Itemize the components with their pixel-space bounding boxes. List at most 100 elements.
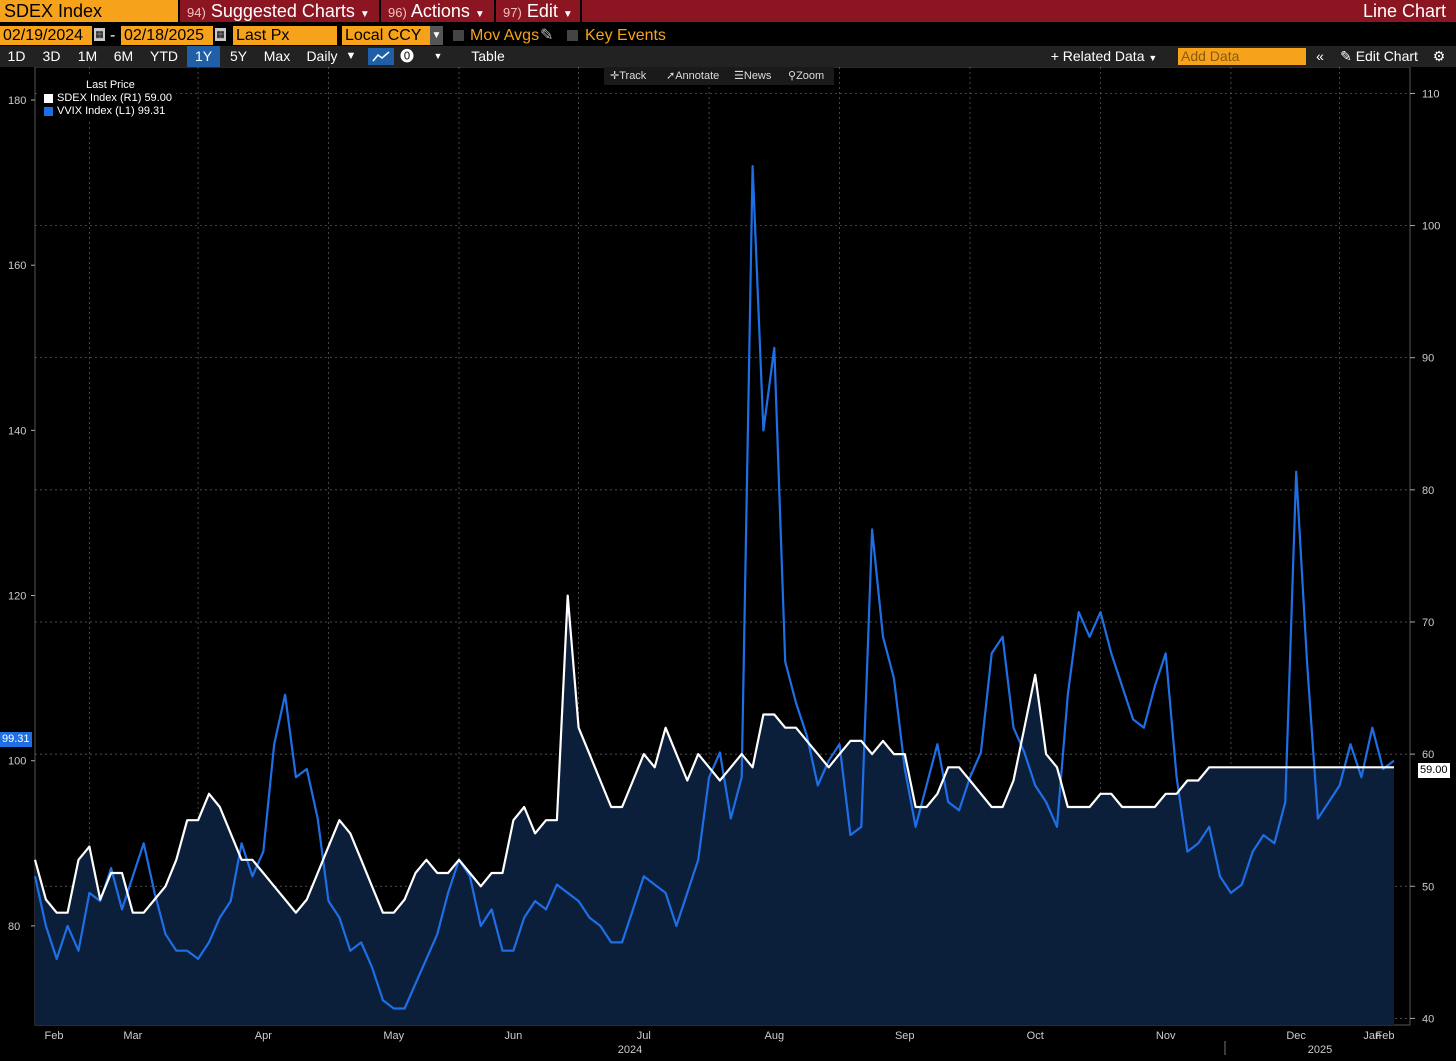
key-events-checkbox[interactable]: [567, 30, 578, 41]
caret-down-icon[interactable]: ▼: [433, 51, 443, 61]
legend-value: 59.00: [144, 92, 172, 104]
menu-divider: [178, 0, 180, 22]
menu-label: Suggested Charts: [210, 1, 355, 21]
line-chart-glyph: [372, 51, 390, 62]
legend-label: VVIX Index (L1): [57, 105, 135, 117]
sdex-area: [35, 595, 1394, 1025]
actions-menu[interactable]: 96) Actions ▼: [388, 0, 485, 22]
annotate-label: Annotate: [675, 70, 720, 82]
calendar-icon[interactable]: ▦: [94, 28, 105, 41]
legend-value: 99.31: [137, 105, 166, 117]
edit-chart-label: Edit Chart: [1355, 48, 1418, 64]
track-tool[interactable]: ✛ Track: [610, 67, 646, 85]
legend-swatch: [44, 106, 53, 116]
legend-item-vvix[interactable]: VVIX Index (L1) 99.31: [44, 105, 172, 118]
x-tick-label: Nov: [1156, 1030, 1176, 1042]
left-axis-ticks: 80 100 120 140 160 180: [8, 95, 35, 933]
edit-chart-button[interactable]: ✎ Edit Chart: [1334, 46, 1424, 67]
menu-divider: [494, 0, 496, 22]
left-tick-label: 100: [8, 756, 26, 768]
pencil-icon: ✎: [1340, 48, 1352, 64]
price-field-select[interactable]: Last Px: [233, 26, 337, 45]
left-tick-label: 140: [8, 425, 26, 437]
left-tick-label: 180: [8, 95, 26, 107]
left-tick-label: 120: [8, 591, 26, 603]
menu-label: Edit: [526, 1, 558, 21]
menu-number: 96): [388, 5, 407, 20]
pencil-icon[interactable]: ✎: [540, 27, 554, 44]
x-tick-label: Sep: [895, 1030, 915, 1042]
legend-item-sdex[interactable]: SDEX Index (R1) 59.00: [44, 92, 172, 105]
x-tick-label: Aug: [765, 1030, 785, 1042]
currency-select[interactable]: Local CCY: [342, 26, 430, 45]
range-button-ytd[interactable]: YTD: [150, 48, 178, 64]
right-tick-label: 80: [1422, 485, 1434, 497]
range-button-1d[interactable]: 1D: [7, 48, 26, 64]
left-last-value-tag: 99.31: [0, 732, 32, 747]
range-button-3d[interactable]: 3D: [42, 48, 61, 64]
chart-legend: Last Price SDEX Index (R1) 59.00 VVIX In…: [40, 77, 176, 120]
vvix-line: [33, 165, 1395, 1010]
start-date-field[interactable]: 02/19/2024: [0, 26, 92, 45]
right-axis-ticks: 40 50 60 70 80 90 100 110: [1410, 88, 1440, 1025]
news-label: News: [743, 70, 772, 82]
year-label: 2025: [1308, 1044, 1332, 1056]
annotate-tool[interactable]: ➚ Annotate: [666, 67, 719, 85]
range-button-max[interactable]: Max: [263, 48, 291, 64]
range-button-6m[interactable]: 6M: [113, 48, 134, 64]
chart-type-label: Line Chart: [1362, 1, 1446, 21]
add-data-input[interactable]: Add Data: [1178, 48, 1306, 65]
mov-avgs-label: Mov Avgs: [470, 27, 540, 44]
range-button-5y[interactable]: 5Y: [229, 48, 248, 64]
menu-divider: [580, 0, 582, 22]
plus-icon: +: [1050, 48, 1059, 64]
legend-title: Last Price: [86, 79, 135, 91]
caret-down-icon[interactable]: ▼: [345, 50, 357, 62]
range-button-1y[interactable]: 1Y: [187, 46, 220, 67]
frequency-label: Daily: [306, 48, 338, 64]
related-data-label: Related Data: [1062, 48, 1145, 64]
collapse-left-icon[interactable]: «: [1316, 48, 1324, 64]
end-date-field[interactable]: 02/18/2025: [121, 26, 213, 45]
zoom-tool[interactable]: ⚲ Zoom: [788, 67, 824, 85]
x-tick-label: Jun: [504, 1030, 522, 1042]
x-tick-label: Mar: [123, 1030, 142, 1042]
year-label: 2024: [618, 1044, 642, 1056]
series-lines: [33, 165, 1395, 1010]
left-tick-label: 160: [8, 260, 26, 272]
sdex-line: [33, 594, 1394, 914]
frequency-select[interactable]: Daily: [300, 46, 344, 67]
menu-number: 94): [187, 5, 206, 20]
related-data-menu[interactable]: + Related Data ▼: [1045, 46, 1163, 67]
range-button-1m[interactable]: 1M: [77, 48, 98, 64]
suggested-charts-menu[interactable]: 94) Suggested Charts ▼: [187, 0, 370, 22]
range-toolbar: 1D 3D 1M 6M YTD 1Y 5Y Max Daily ▼ ⓿ ▼ Ta…: [0, 46, 1456, 67]
news-tool[interactable]: ☰ News: [734, 67, 771, 85]
table-button[interactable]: Table: [471, 48, 505, 64]
ticker-field[interactable]: SDEX Index: [0, 0, 178, 22]
x-tick-label: Apr: [255, 1030, 272, 1042]
chevron-down-icon[interactable]: ▼: [430, 26, 443, 45]
caret-down-icon: ▼: [562, 9, 573, 20]
menu-label: Actions: [410, 1, 470, 21]
gear-icon[interactable]: ⚙: [1432, 48, 1446, 64]
line-chart-icon[interactable]: [368, 48, 394, 65]
calendar-icon[interactable]: ▦: [215, 28, 226, 41]
right-tick-label: 40: [1422, 1013, 1434, 1025]
right-last-value-tag: 59.00: [1418, 763, 1450, 778]
sdex-area-fill: [35, 595, 1394, 1025]
top-menu-bar: SDEX Index 94) Suggested Charts ▼ 96) Ac…: [0, 0, 1456, 22]
right-tick-label: 70: [1422, 617, 1434, 629]
x-tick-label: May: [383, 1030, 404, 1042]
candlestick-icon[interactable]: ⓿: [400, 48, 414, 64]
right-tick-label: 100: [1422, 221, 1440, 233]
date-separator: -: [110, 27, 116, 44]
mov-avgs-checkbox[interactable]: [453, 30, 464, 41]
x-tick-label: Oct: [1027, 1030, 1044, 1042]
options-row: 02/19/2024 ▦ - 02/18/2025 ▦ Last Px Loca…: [0, 26, 1456, 46]
chart-toolstrip: ✛ Track ➚ Annotate ☰ News ⚲ Zoom: [604, 67, 834, 85]
edit-menu[interactable]: 97) Edit ▼: [503, 0, 573, 22]
chart-canvas[interactable]: 80 100 120 140 160 180 40 50 60 70 80 90 100 110 Feb…: [0, 67, 1456, 1061]
caret-down-icon: ▼: [474, 9, 485, 20]
track-label: Track: [619, 70, 647, 82]
